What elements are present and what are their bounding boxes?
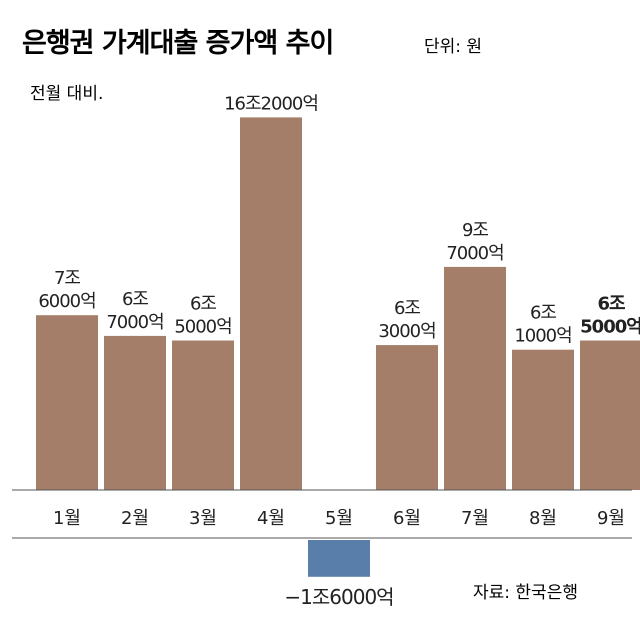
chart-title: 은행권 가계대출 증가액 추이 (22, 28, 333, 59)
bar-7 (444, 266, 506, 490)
data-label-6-line-2: 3000억 (378, 321, 435, 342)
month-label-5: 5월 (325, 508, 353, 529)
month-labels-layer: 1월 2월 3월 4월 5월 6월 7월 8월 9월 (53, 508, 625, 529)
bar-4 (240, 117, 302, 491)
bar-3 (172, 340, 234, 490)
month-label-9: 9월 (597, 508, 625, 529)
month-label-4: 4월 (257, 508, 285, 529)
data-label-4-line-1: 16조2000억 (224, 93, 318, 114)
data-label-2-line-2: 7000억 (106, 312, 163, 333)
data-label-3-line-1: 6조 (190, 294, 216, 315)
bar-9 (580, 340, 640, 490)
bar-1 (36, 315, 98, 490)
data-label-8-line-1: 6조 (530, 303, 556, 324)
data-label-6-line-1: 6조 (394, 298, 420, 319)
data-label-8-line-2: 1000억 (514, 326, 571, 347)
chart-subtitle: 전월 대비. (30, 84, 103, 104)
bar-8 (512, 349, 574, 490)
month-label-2: 2월 (121, 508, 149, 529)
month-label-1: 1월 (53, 508, 81, 529)
data-label-2-line-1: 6조 (122, 289, 148, 310)
month-label-3: 3월 (189, 508, 217, 529)
bar-2 (104, 335, 166, 490)
data-label-7-line-2: 7000억 (446, 243, 503, 264)
data-label-9-line-2: 5000억 (580, 317, 640, 338)
bars-layer (36, 117, 640, 577)
bar-6 (376, 345, 438, 490)
data-label-7-line-1: 9조 (462, 220, 488, 241)
data-label-3-line-2: 5000억 (174, 317, 231, 338)
month-label-8: 8월 (529, 508, 557, 529)
unit-label: 단위: 원 (424, 37, 482, 57)
data-label-1-line-1: 7조 (54, 268, 80, 289)
data-label-1-line-2: 6000억 (38, 291, 95, 312)
month-label-7: 7월 (461, 508, 489, 529)
month-label-6: 6월 (393, 508, 421, 529)
bar-5 (308, 540, 370, 577)
data-label-5: −1조6000억 (284, 585, 393, 609)
source-label: 자료: 한국은행 (473, 583, 578, 603)
data-label-9-line-1: 6조 (597, 294, 625, 315)
